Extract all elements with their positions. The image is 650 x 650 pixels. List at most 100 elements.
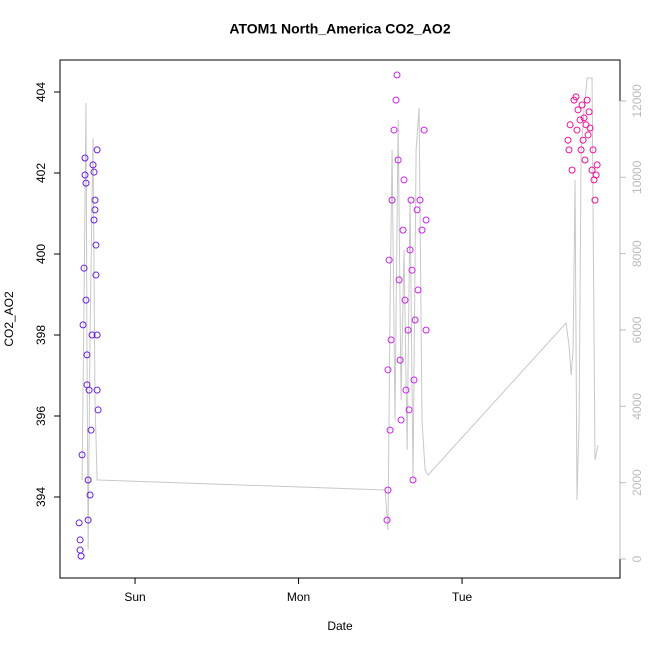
y2-tick-label: 6000: [630, 316, 644, 343]
point: [85, 386, 93, 394]
point: [77, 552, 85, 560]
point: [566, 121, 574, 129]
point: [593, 161, 601, 169]
point: [588, 166, 596, 174]
y-axis-label: CO2_AO2: [2, 291, 16, 347]
point: [392, 96, 400, 104]
point: [585, 108, 593, 116]
point: [394, 156, 402, 164]
point: [589, 146, 597, 154]
point: [92, 241, 100, 249]
point: [385, 256, 393, 264]
point: [81, 171, 89, 179]
y2-tick-label: 10000: [630, 160, 644, 194]
point: [406, 246, 414, 254]
point: [580, 114, 588, 122]
point: [78, 451, 86, 459]
point: [83, 351, 91, 359]
y2-tick-label: 4000: [630, 393, 644, 420]
point: [395, 276, 403, 284]
point: [89, 161, 97, 169]
y2-tick-label: 2000: [630, 469, 644, 496]
point: [413, 206, 421, 214]
point: [578, 101, 586, 109]
point: [84, 516, 92, 524]
point: [76, 546, 84, 554]
point: [422, 326, 430, 334]
y2-tick-label: 12000: [630, 84, 644, 118]
point: [399, 226, 407, 234]
y-tick-label: 400: [34, 244, 48, 264]
point: [586, 124, 594, 132]
point: [410, 376, 418, 384]
point: [404, 326, 412, 334]
point: [76, 536, 84, 544]
point: [568, 166, 576, 174]
point: [576, 116, 584, 124]
x-tick-label: Tue: [452, 590, 473, 604]
point: [565, 146, 573, 154]
point: [582, 121, 590, 129]
point: [572, 93, 580, 101]
point: [416, 196, 424, 204]
point: [387, 336, 395, 344]
y-tick-label: 396: [34, 406, 48, 426]
point: [583, 96, 591, 104]
point: [384, 486, 392, 494]
point: [93, 331, 101, 339]
x-tick-label: Mon: [287, 590, 310, 604]
point: [84, 476, 92, 484]
point: [388, 196, 396, 204]
point: [405, 406, 413, 414]
point: [402, 386, 410, 394]
point: [574, 106, 582, 114]
x-tick-label: Sun: [124, 590, 145, 604]
plot-box: [59, 59, 621, 579]
y2-tick-label: 8000: [630, 240, 644, 267]
chart-title: ATOM1 North_America CO2_AO2: [229, 21, 450, 37]
point: [88, 331, 96, 339]
point: [93, 386, 101, 394]
point: [90, 168, 98, 176]
point: [397, 416, 405, 424]
point: [93, 146, 101, 154]
y2-tick-label: 0: [630, 555, 644, 562]
point: [584, 131, 592, 139]
point: [91, 196, 99, 204]
point: [581, 156, 589, 164]
point: [91, 206, 99, 214]
point: [418, 226, 426, 234]
point: [386, 426, 394, 434]
point: [79, 321, 87, 329]
point: [414, 286, 422, 294]
point: [420, 126, 428, 134]
point: [411, 316, 419, 324]
point: [86, 491, 94, 499]
point: [400, 176, 408, 184]
point: [579, 136, 587, 144]
point: [384, 366, 392, 374]
point: [577, 146, 585, 154]
y-tick-label: 404: [34, 82, 48, 102]
point: [409, 476, 417, 484]
point: [81, 154, 89, 162]
point: [401, 296, 409, 304]
point: [591, 196, 599, 204]
point: [592, 171, 600, 179]
point: [573, 126, 581, 134]
point: [564, 136, 572, 144]
point: [92, 271, 100, 279]
y-tick-label: 394: [34, 487, 48, 507]
point: [408, 266, 416, 274]
point: [383, 516, 391, 524]
point: [87, 426, 95, 434]
y-tick-label: 402: [34, 163, 48, 183]
x-axis-label: Date: [327, 619, 353, 633]
point: [82, 179, 90, 187]
point: [80, 264, 88, 272]
point: [396, 356, 404, 364]
point: [422, 216, 430, 224]
point: [82, 296, 90, 304]
point: [90, 216, 98, 224]
